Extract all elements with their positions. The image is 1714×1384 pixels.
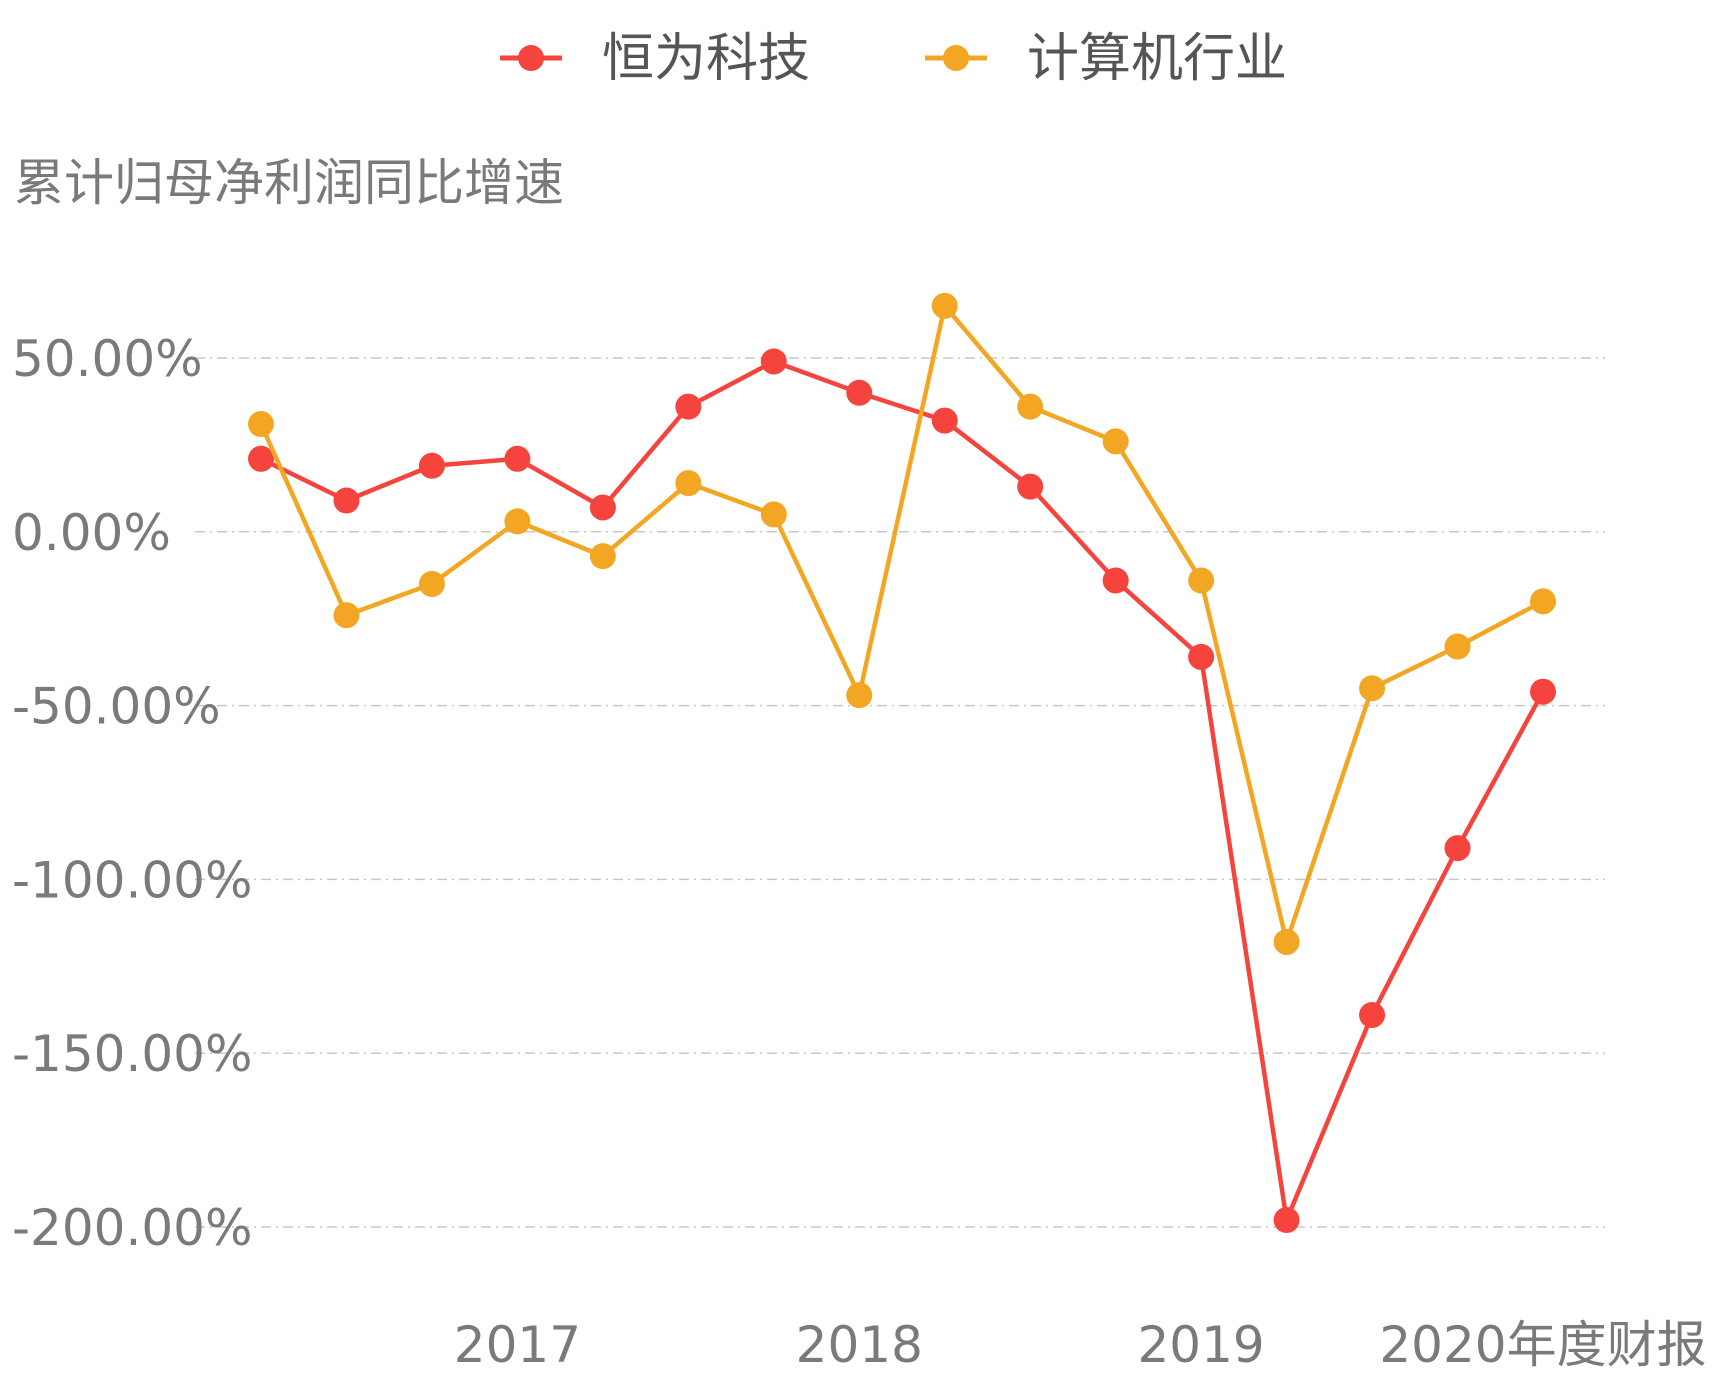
data-point — [1017, 393, 1044, 420]
y-tick-label: 0.00% — [12, 504, 171, 562]
data-point — [1444, 835, 1471, 862]
x-tick-label: 2017 — [454, 1316, 581, 1374]
legend-item-2: 计算机行业 — [925, 29, 1287, 89]
data-point — [418, 452, 445, 479]
data-point — [1273, 928, 1300, 955]
data-point — [1188, 567, 1215, 594]
legend-label: 计算机行业 — [1027, 29, 1287, 89]
data-point — [675, 470, 702, 497]
series-line — [258, 303, 1545, 945]
y-tick-label: -50.00% — [12, 678, 221, 736]
y-axis-label: 累计归母净利润同比增速 — [14, 154, 564, 212]
x-axis-ticks: 2017 2018 2019 2020年度财报 — [454, 1316, 1707, 1374]
data-point — [846, 682, 873, 709]
data-point — [1273, 1207, 1300, 1234]
data-point — [1530, 588, 1556, 615]
data-point — [1188, 643, 1215, 670]
series-lines — [248, 292, 1556, 1234]
y-tick-label: -100.00% — [12, 851, 253, 909]
y-tick-label: 50.00% — [12, 330, 203, 388]
data-point — [1530, 678, 1556, 705]
series-2 — [248, 292, 1556, 955]
legend: 恒为科技 计算机行业 — [500, 29, 1287, 89]
data-point — [248, 411, 274, 438]
legend-marker — [518, 45, 544, 71]
data-point — [248, 445, 274, 472]
data-point — [1102, 428, 1129, 455]
y-tick-label: -200.00% — [12, 1199, 253, 1257]
x-tick-label: 2018 — [796, 1316, 923, 1374]
data-point — [1359, 1001, 1386, 1028]
data-point — [931, 407, 958, 434]
data-point — [760, 348, 787, 375]
x-tick-label: 2020年度财报 — [1379, 1316, 1706, 1374]
legend-marker — [943, 45, 969, 71]
data-point — [846, 379, 873, 406]
data-point — [1102, 567, 1129, 594]
legend-item-1: 恒为科技 — [500, 29, 810, 89]
data-point — [418, 570, 445, 597]
series-line — [260, 359, 1545, 1223]
series-1 — [248, 348, 1556, 1234]
data-point — [1444, 633, 1471, 660]
y-tick-label: -150.00% — [12, 1025, 253, 1083]
data-point — [504, 445, 531, 472]
data-point — [760, 501, 787, 528]
data-point — [589, 543, 616, 570]
data-point — [1017, 473, 1044, 500]
data-point — [333, 602, 360, 629]
data-point — [589, 494, 616, 521]
data-point — [931, 292, 958, 319]
legend-label: 恒为科技 — [602, 29, 810, 89]
data-point — [504, 508, 531, 535]
data-point — [1359, 675, 1386, 702]
gridlines — [195, 357, 1605, 1228]
data-point — [333, 487, 360, 514]
y-axis-ticks: 50.00% 0.00% -50.00% -100.00% -150.00% -200.0… — [12, 330, 253, 1257]
data-point — [675, 393, 702, 420]
x-tick-label: 2019 — [1138, 1316, 1265, 1374]
